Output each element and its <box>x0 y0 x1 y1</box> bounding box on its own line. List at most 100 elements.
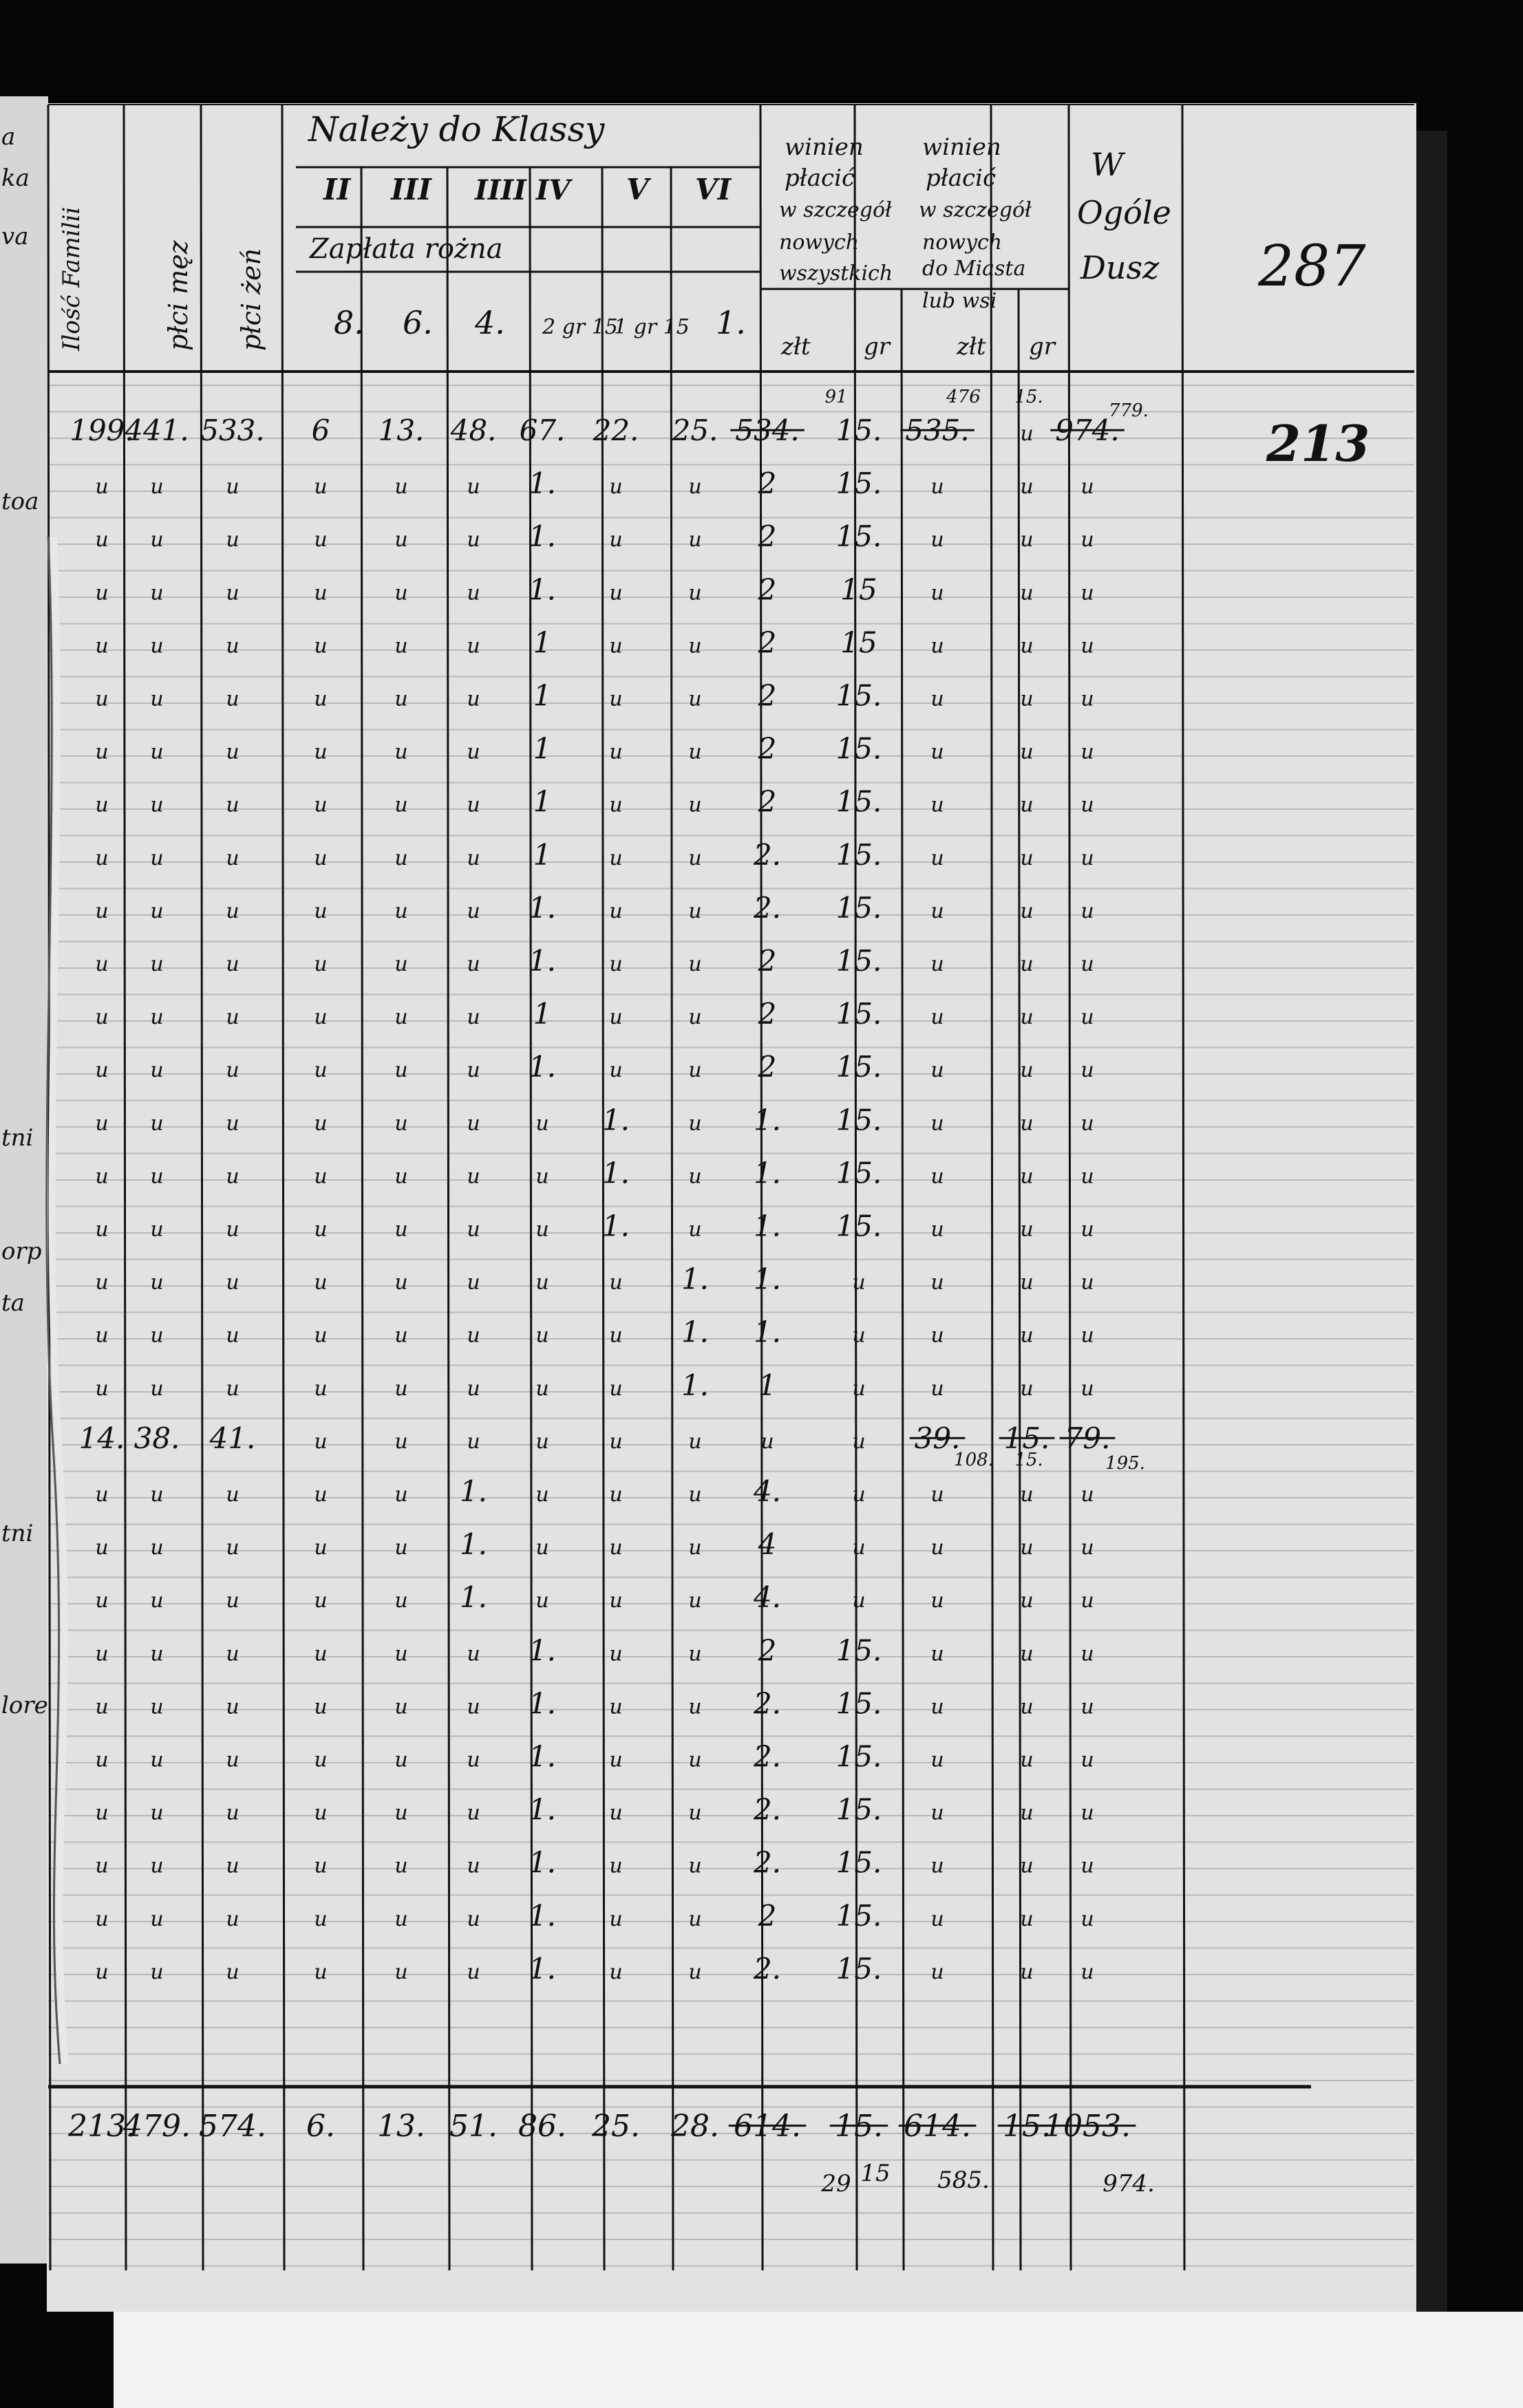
left-fragment: orp <box>1 1238 42 1265</box>
cell-souls: u <box>1080 1801 1094 1825</box>
cell-women: u <box>226 1960 239 1984</box>
class-label-v: V <box>626 173 652 206</box>
cell-w2_fl: u <box>930 1271 944 1295</box>
cell-c2_15: 1. <box>529 891 556 925</box>
cell-c1: u <box>688 1218 701 1242</box>
page-number-side: 213 <box>1266 414 1370 473</box>
left-fragment: ka <box>1 164 30 192</box>
cell-souls: u <box>1080 1642 1094 1666</box>
cell-women: u <box>226 581 239 605</box>
cell-c1: u <box>688 1801 701 1825</box>
cell-families: 199. <box>70 413 134 447</box>
cell-c6: u <box>394 1164 407 1188</box>
cell-men: u <box>150 581 163 605</box>
winien-1-line-2: płacić <box>785 164 855 192</box>
column-line <box>123 104 127 2271</box>
cell-c6: u <box>394 1218 407 1242</box>
cell-souls: u <box>1080 1960 1094 1984</box>
cell-c8: u <box>314 1536 327 1560</box>
cell-men: u <box>150 1005 163 1029</box>
cell-women: u <box>226 899 239 923</box>
cell-w1_fl: 2 <box>758 466 777 500</box>
cell-women: u <box>226 1536 239 1560</box>
cell-c1_15: 22. <box>593 413 639 447</box>
cell-w2_fl: u <box>930 846 944 870</box>
cell-souls: u <box>1080 1271 1094 1295</box>
cell-c1: u <box>688 1536 701 1560</box>
cell-souls: u <box>1080 581 1094 605</box>
cell-w2_gr: u <box>1020 1960 1033 1984</box>
cell-w2_gr: u <box>1020 1164 1033 1188</box>
cell-c6: u <box>394 1801 407 1825</box>
total-women: 574. <box>199 2109 266 2144</box>
header-women: płci żeń <box>236 248 266 351</box>
cell-c8: u <box>314 793 327 817</box>
cell-c8: u <box>314 1748 327 1772</box>
cell-w1_fl: 2 <box>758 519 777 553</box>
cell-w2_gr: u <box>1020 952 1033 976</box>
total-c6: 13. <box>377 2109 425 2144</box>
cell-w2_gr: u <box>1020 528 1033 552</box>
cell-c1_15: u <box>609 1324 622 1348</box>
cell-c8: u <box>314 1005 327 1029</box>
cell-c1_15: 1. <box>602 1210 630 1243</box>
cell-c4: u <box>467 846 480 870</box>
cell-men: u <box>150 1164 163 1188</box>
cell-w2_fl: u <box>930 687 944 711</box>
cell-men: u <box>150 1695 163 1719</box>
cell-c2_15: 1 <box>533 732 552 766</box>
cell-c4: 48. <box>450 413 497 447</box>
cell-c2_15: u <box>535 1377 549 1401</box>
cell-c2_15: u <box>535 1324 549 1348</box>
column-line <box>670 166 674 2271</box>
column-line <box>1067 104 1072 2271</box>
cell-c1_15: u <box>609 1589 622 1613</box>
cell-w1_gr: 15. <box>836 997 882 1031</box>
cell-men: u <box>150 952 163 976</box>
cell-c8: u <box>314 952 327 976</box>
cell-men: u <box>150 1536 163 1560</box>
cell-c2_15: 1. <box>529 1846 556 1880</box>
cell-souls: u <box>1080 1058 1094 1082</box>
cell-c4: u <box>467 1907 480 1931</box>
cell-w2_gr: u <box>1020 687 1033 711</box>
table-body: 199.441. 533. 6 13. 48. 67. 22. 25. 534. 15. 535. u… <box>67 387 1155 2197</box>
cell-men: u <box>150 1642 163 1666</box>
cell-w2_fl: u <box>930 793 944 817</box>
cell-women: u <box>226 1164 239 1188</box>
cell-w2_gr: u <box>1020 1483 1033 1507</box>
column-line <box>360 166 365 2271</box>
cell-c1: u <box>688 1695 701 1719</box>
cell-c1: u <box>688 1589 701 1613</box>
cell-women: u <box>226 1748 239 1772</box>
cell-w2_fl: u <box>930 581 944 605</box>
cell-c1: u <box>688 687 701 711</box>
cell-c1: u <box>688 899 701 923</box>
cell-w2_fl: u <box>930 1907 944 1931</box>
cell-men: u <box>150 1589 163 1613</box>
cell-w2_gr: u <box>1020 740 1033 764</box>
cell-women: u <box>226 1483 239 1507</box>
header-families: Ilość Familii <box>58 207 85 352</box>
cell-c8: u <box>314 846 327 870</box>
cell-c4: u <box>467 1005 480 1029</box>
cell-c8: 6 <box>312 413 330 447</box>
cell-c8: u <box>314 1854 327 1878</box>
class-label-ii: II <box>323 173 352 206</box>
cell-women: u <box>226 1589 239 1613</box>
cell-c4: u <box>467 1430 480 1454</box>
cell-c1: u <box>688 952 701 976</box>
cell-w1_gr: 15. <box>836 1050 882 1084</box>
cell-souls: u <box>1080 899 1094 923</box>
cell-women: 41. <box>209 1421 256 1455</box>
cell-w1_fl: 1. <box>754 1156 781 1190</box>
cell-women: u <box>226 846 239 870</box>
total-c2_15: 86. <box>518 2109 566 2144</box>
annotation-below-totals: 974. <box>1103 2170 1155 2197</box>
cell-men: u <box>150 899 163 923</box>
cell-families: u <box>95 634 108 658</box>
cell-women: u <box>226 952 239 976</box>
left-page <box>0 96 48 2264</box>
class-rate-1-15: 1 gr 15 <box>614 315 690 339</box>
cell-w2_fl: u <box>930 740 944 764</box>
